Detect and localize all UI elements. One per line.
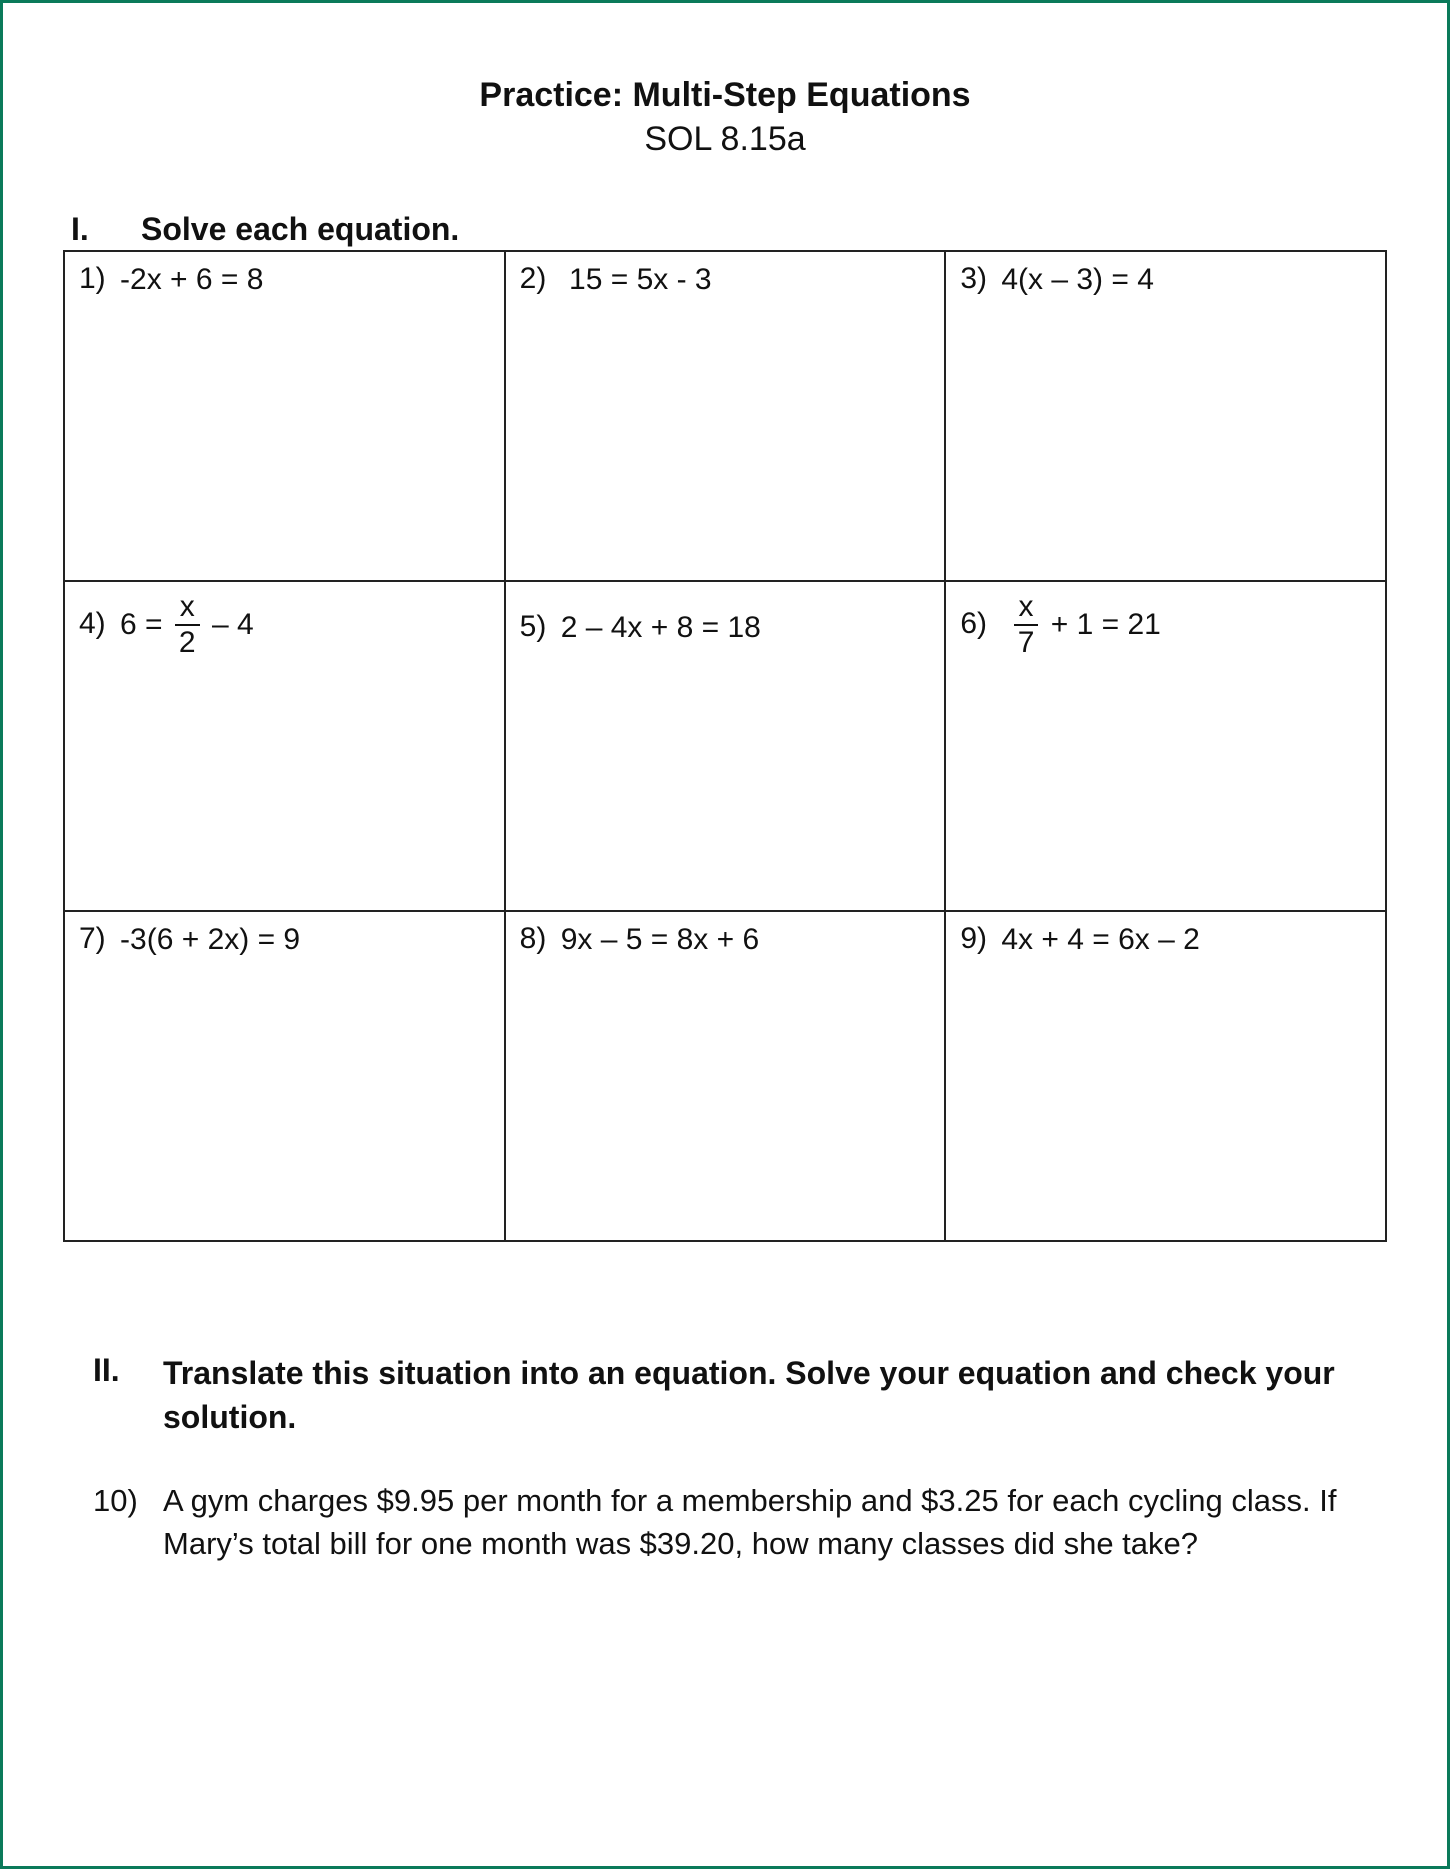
problem-cell: 5) 2 – 4x + 8 = 18 — [505, 581, 946, 911]
word-problem: 10) A gym charges $9.95 per month for a … — [93, 1479, 1377, 1566]
equation-text: -3(6 + 2x) = 9 — [120, 923, 300, 957]
section-2-heading: II. Translate this situation into an equ… — [93, 1352, 1377, 1438]
problem-number: 3) — [960, 262, 987, 296]
problem-number: 8) — [520, 922, 547, 956]
section-1-heading: I.Solve each equation. — [63, 211, 1387, 248]
problem-cell: 3) 4(x – 3) = 4 — [945, 251, 1386, 581]
problem-cell: 2) 15 = 5x - 3 — [505, 251, 946, 581]
problem-number: 2) — [520, 262, 547, 296]
equation-post: – 4 — [212, 595, 254, 655]
section-2-title: Translate this situation into an equatio… — [163, 1352, 1377, 1438]
fraction-denominator: 7 — [1014, 626, 1039, 658]
worksheet-page: Practice: Multi-Step Equations SOL 8.15a… — [23, 23, 1427, 1846]
problem-cell: 6) x 7 + 1 = 21 — [945, 581, 1386, 911]
problem-number: 10) — [93, 1479, 163, 1566]
section-2-roman: II. — [93, 1352, 163, 1438]
fraction-numerator: x — [175, 592, 200, 626]
equation-text: 2 – 4x + 8 = 18 — [561, 611, 761, 645]
problem-cell: 8) 9x – 5 = 8x + 6 — [505, 911, 946, 1241]
section-2: II. Translate this situation into an equ… — [63, 1352, 1387, 1565]
problem-number: 7) — [79, 922, 106, 956]
problem-cell: 1) -2x + 6 = 8 — [64, 251, 505, 581]
problem-cell: 4) 6 = x 2 – 4 — [64, 581, 505, 911]
fraction: x 2 — [175, 592, 200, 658]
page-border: Practice: Multi-Step Equations SOL 8.15a… — [0, 0, 1450, 1869]
problem-number: 6) — [960, 594, 987, 654]
section-1-roman: I. — [71, 211, 141, 248]
problem-cell: 7) -3(6 + 2x) = 9 — [64, 911, 505, 1241]
equation-text: -2x + 6 = 8 — [120, 263, 263, 297]
fraction-denominator: 2 — [175, 626, 200, 658]
problem-text: A gym charges $9.95 per month for a memb… — [163, 1479, 1377, 1566]
equation-post: + 1 = 21 — [1051, 595, 1161, 655]
fraction-numerator: x — [1014, 592, 1039, 626]
problem-number: 1) — [79, 262, 106, 296]
equation-text: 9x – 5 = 8x + 6 — [561, 923, 759, 957]
title-block: Practice: Multi-Step Equations SOL 8.15a — [63, 73, 1387, 161]
problem-number: 5) — [520, 610, 547, 644]
problem-cell: 9) 4x + 4 = 6x – 2 — [945, 911, 1386, 1241]
equation-text: 4x + 4 = 6x – 2 — [1001, 923, 1199, 957]
equation-text: 15 = 5x - 3 — [569, 263, 712, 297]
problem-number: 9) — [960, 922, 987, 956]
problem-number: 4) — [79, 594, 106, 654]
section-1-title: Solve each equation. — [141, 211, 459, 247]
problem-grid: 1) -2x + 6 = 8 2) 15 = 5x - 3 3) 4(x – 3… — [63, 250, 1387, 1242]
fraction: x 7 — [1014, 592, 1039, 658]
title-main: Practice: Multi-Step Equations — [63, 73, 1387, 117]
equation-pre: 6 = — [120, 595, 163, 655]
equation-text: 4(x – 3) = 4 — [1001, 263, 1154, 297]
title-sub: SOL 8.15a — [63, 117, 1387, 161]
